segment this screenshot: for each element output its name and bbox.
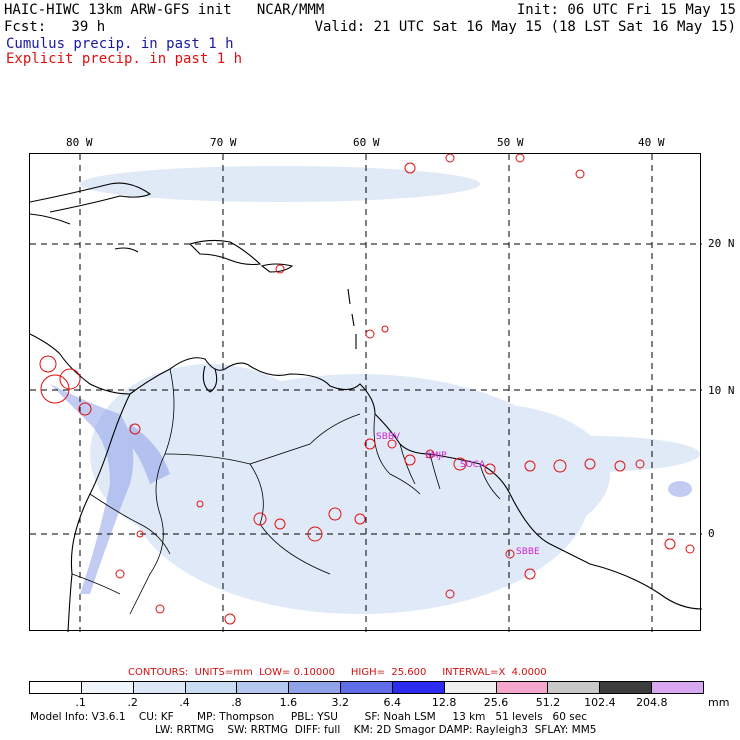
colorbar-tick-label: 102.4 [584, 696, 616, 709]
legend-cumulus: Cumulus precip. in past 1 h [6, 36, 234, 52]
explicit-precip-contours [39, 153, 695, 625]
colorbar-swatch [496, 682, 549, 693]
lat-label-20n: 20 N [708, 237, 735, 250]
precip-map [29, 153, 703, 633]
colorbar-tick-label: 204.8 [636, 696, 668, 709]
header-title: HAIC-HIWC 13km ARW-GFS init NCAR/MMM [4, 2, 325, 18]
colorbar-tick-label: 6.4 [383, 696, 401, 709]
colorbar-swatch [81, 682, 134, 693]
lat-label-0: 0 [708, 527, 715, 540]
colorbar-swatch [237, 682, 290, 693]
colorbar-swatch [392, 682, 445, 693]
lat-lon-grid [30, 154, 702, 632]
station-smjp: SMJP [425, 451, 447, 461]
lon-label-70w: 70 W [210, 136, 237, 149]
cumulus-precip-shading [80, 166, 700, 614]
valid-time: Valid: 21 UTC Sat 16 May 15 (18 LST Sat … [314, 19, 736, 35]
legend-explicit: Explicit precip. in past 1 h [6, 51, 243, 67]
model-info-line1: Model Info: V3.6.1 CU: KF MP: Thompson P… [30, 711, 587, 723]
station-sbbv: SBBV [376, 432, 400, 442]
lon-label-60w: 60 W [353, 136, 380, 149]
colorbar-tick-label: .2 [127, 696, 138, 709]
colorbar-tick-label: .1 [75, 696, 86, 709]
contours-info: CONTOURS: UNITS=mm LOW= 0.10000 HIGH= 25… [128, 667, 547, 678]
country-borders [71, 368, 501, 615]
lon-label-50w: 50 W [497, 136, 524, 149]
colorbar-swatch [341, 682, 393, 693]
colorbar-tick-label: 51.2 [535, 696, 561, 709]
colorbar-swatch [600, 682, 653, 693]
coastlines [29, 182, 703, 633]
colorbar [29, 681, 704, 694]
init-time: Init: 06 UTC Fri 15 May 15 [516, 2, 736, 18]
colorbar-swatch [652, 682, 703, 693]
colorbar-tick-label: .4 [179, 696, 190, 709]
forecast-hour: Fcst: 39 h [4, 19, 106, 35]
colorbar-tick-label: 12.8 [431, 696, 457, 709]
colorbar-tick-label: 1.6 [279, 696, 298, 709]
colorbar-swatch [289, 682, 342, 693]
lat-label-10n: 10 N [708, 384, 735, 397]
lon-label-80w: 80 W [66, 136, 93, 149]
model-info-line2: LW: RRTMG SW: RRTMG DIFF: full KM: 2D Sm… [155, 724, 597, 736]
colorbar-swatch [444, 682, 497, 693]
station-sbbe: SBBE [516, 547, 540, 557]
colorbar-tick-label: 25.6 [483, 696, 509, 709]
colorbar-tick-label: 3.2 [331, 696, 350, 709]
colorbar-tick-label: .8 [231, 696, 242, 709]
colorbar-swatch [548, 682, 601, 693]
colorbar-unit: mm [708, 696, 730, 709]
colorbar-swatch [133, 682, 186, 693]
colorbar-swatch [30, 682, 82, 693]
lon-label-40w: 40 W [638, 136, 665, 149]
map-canvas [29, 153, 703, 633]
colorbar-swatch [185, 682, 238, 693]
station-soca: SOCA [460, 460, 486, 470]
